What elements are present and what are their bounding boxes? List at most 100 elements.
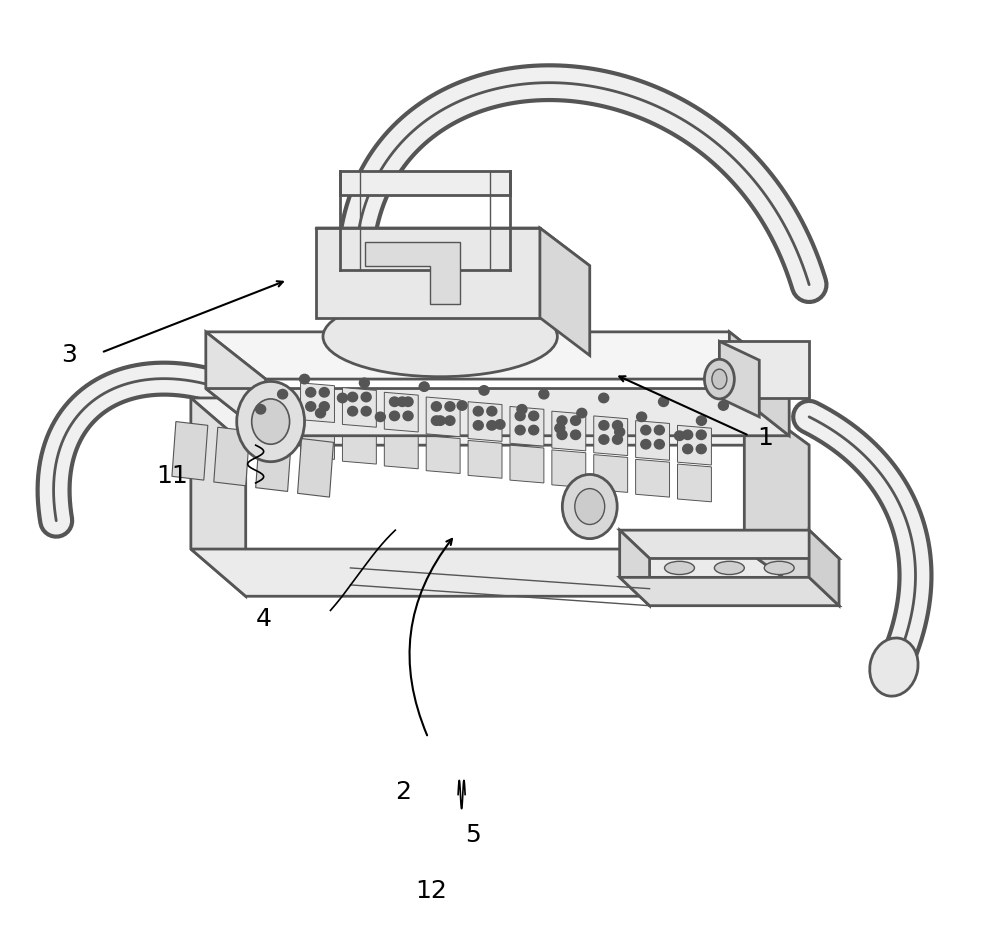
Polygon shape: [594, 455, 628, 492]
Circle shape: [654, 425, 664, 435]
Circle shape: [445, 402, 455, 411]
Polygon shape: [172, 421, 208, 480]
Circle shape: [577, 408, 587, 418]
Circle shape: [457, 401, 467, 410]
Circle shape: [539, 389, 549, 399]
Polygon shape: [468, 440, 502, 478]
Circle shape: [515, 425, 525, 435]
Ellipse shape: [714, 562, 744, 575]
Circle shape: [431, 416, 441, 425]
Circle shape: [615, 427, 625, 437]
Polygon shape: [206, 331, 789, 379]
Circle shape: [445, 416, 455, 425]
Polygon shape: [636, 420, 670, 460]
Polygon shape: [342, 426, 376, 464]
Circle shape: [529, 411, 539, 420]
Polygon shape: [719, 341, 759, 417]
Circle shape: [397, 397, 407, 406]
Circle shape: [696, 444, 706, 454]
Circle shape: [641, 439, 651, 449]
Circle shape: [348, 392, 358, 402]
Circle shape: [390, 411, 399, 420]
Polygon shape: [384, 392, 418, 432]
Polygon shape: [206, 388, 789, 436]
Text: 1: 1: [757, 426, 773, 450]
Ellipse shape: [562, 474, 617, 539]
Circle shape: [316, 408, 325, 418]
Circle shape: [571, 430, 581, 439]
Polygon shape: [191, 398, 809, 445]
Polygon shape: [620, 530, 650, 606]
Circle shape: [431, 402, 441, 411]
Polygon shape: [301, 421, 334, 459]
Circle shape: [557, 416, 567, 425]
Circle shape: [599, 393, 609, 402]
Polygon shape: [552, 450, 586, 488]
Ellipse shape: [764, 562, 794, 575]
Polygon shape: [214, 427, 250, 486]
Circle shape: [361, 392, 371, 402]
Circle shape: [683, 430, 693, 439]
Polygon shape: [678, 464, 711, 502]
Circle shape: [654, 439, 664, 449]
Polygon shape: [206, 331, 266, 436]
Polygon shape: [191, 398, 246, 597]
Circle shape: [718, 401, 728, 410]
Circle shape: [419, 382, 429, 391]
Circle shape: [473, 406, 483, 416]
Text: 2: 2: [395, 780, 411, 804]
Circle shape: [390, 397, 399, 406]
Polygon shape: [620, 578, 839, 606]
Circle shape: [359, 378, 369, 387]
Polygon shape: [809, 530, 839, 606]
Polygon shape: [256, 433, 292, 491]
Polygon shape: [594, 416, 628, 456]
Circle shape: [641, 425, 651, 435]
Polygon shape: [510, 445, 544, 483]
Circle shape: [696, 430, 706, 439]
Circle shape: [278, 389, 288, 399]
Polygon shape: [191, 549, 809, 597]
Circle shape: [306, 402, 316, 411]
Polygon shape: [426, 397, 460, 437]
Circle shape: [515, 411, 525, 420]
Circle shape: [306, 387, 316, 397]
Circle shape: [557, 430, 567, 439]
Polygon shape: [678, 425, 711, 465]
Polygon shape: [468, 402, 502, 441]
Circle shape: [517, 404, 527, 414]
Text: 11: 11: [156, 464, 188, 488]
Circle shape: [675, 431, 684, 440]
Polygon shape: [636, 459, 670, 497]
Polygon shape: [719, 341, 809, 398]
Ellipse shape: [252, 399, 290, 444]
Circle shape: [637, 412, 647, 421]
Polygon shape: [620, 530, 839, 559]
Circle shape: [300, 374, 310, 384]
Polygon shape: [384, 431, 418, 469]
Circle shape: [599, 435, 609, 444]
Circle shape: [555, 423, 565, 433]
Polygon shape: [342, 387, 376, 427]
Text: 12: 12: [415, 880, 447, 903]
Ellipse shape: [665, 562, 694, 575]
Circle shape: [361, 406, 371, 416]
Circle shape: [487, 420, 497, 430]
Polygon shape: [729, 331, 789, 436]
Circle shape: [529, 425, 539, 435]
Ellipse shape: [575, 489, 605, 525]
Circle shape: [256, 404, 266, 414]
Circle shape: [348, 406, 358, 416]
Polygon shape: [510, 406, 544, 446]
Polygon shape: [298, 438, 333, 497]
Polygon shape: [316, 228, 590, 266]
Ellipse shape: [323, 296, 557, 377]
Circle shape: [495, 420, 505, 429]
Circle shape: [403, 411, 413, 420]
Polygon shape: [301, 383, 334, 422]
Circle shape: [571, 416, 581, 425]
Polygon shape: [426, 436, 460, 474]
Circle shape: [487, 406, 497, 416]
Circle shape: [612, 420, 622, 430]
Circle shape: [319, 387, 329, 397]
